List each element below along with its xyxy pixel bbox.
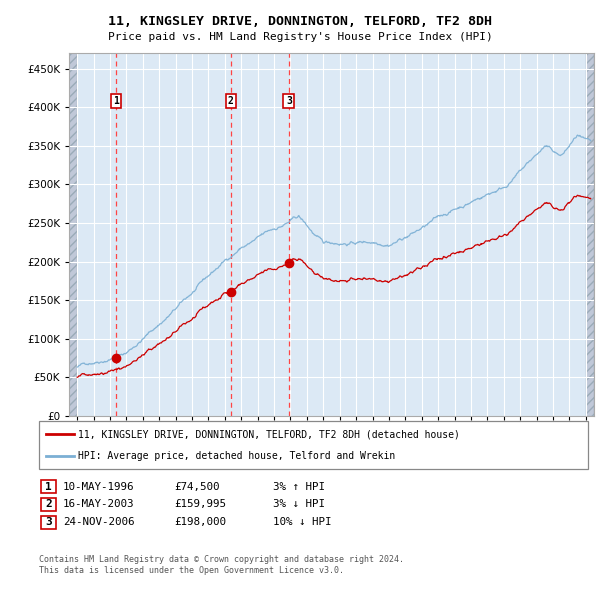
Text: 2: 2	[45, 500, 52, 509]
Text: 1: 1	[45, 482, 52, 491]
Text: £159,995: £159,995	[174, 500, 226, 509]
Bar	[69, 53, 77, 416]
Text: 1: 1	[113, 96, 119, 106]
Text: 24-NOV-2006: 24-NOV-2006	[63, 517, 134, 527]
Text: £198,000: £198,000	[174, 517, 226, 527]
Text: Price paid vs. HM Land Registry's House Price Index (HPI): Price paid vs. HM Land Registry's House …	[107, 32, 493, 42]
Text: This data is licensed under the Open Government Licence v3.0.: This data is licensed under the Open Gov…	[39, 566, 344, 575]
Text: Contains HM Land Registry data © Crown copyright and database right 2024.: Contains HM Land Registry data © Crown c…	[39, 555, 404, 563]
Text: 11, KINGSLEY DRIVE, DONNINGTON, TELFORD, TF2 8DH: 11, KINGSLEY DRIVE, DONNINGTON, TELFORD,…	[108, 15, 492, 28]
Text: £74,500: £74,500	[174, 482, 220, 491]
Text: HPI: Average price, detached house, Telford and Wrekin: HPI: Average price, detached house, Telf…	[78, 451, 395, 461]
Text: 10% ↓ HPI: 10% ↓ HPI	[273, 517, 331, 527]
Text: 16-MAY-2003: 16-MAY-2003	[63, 500, 134, 509]
Text: 3% ↓ HPI: 3% ↓ HPI	[273, 500, 325, 509]
Text: 10-MAY-1996: 10-MAY-1996	[63, 482, 134, 491]
Bar	[586, 53, 594, 416]
Text: 11, KINGSLEY DRIVE, DONNINGTON, TELFORD, TF2 8DH (detached house): 11, KINGSLEY DRIVE, DONNINGTON, TELFORD,…	[78, 429, 460, 439]
Text: 3: 3	[45, 517, 52, 527]
Text: 2: 2	[228, 96, 234, 106]
Text: 3% ↑ HPI: 3% ↑ HPI	[273, 482, 325, 491]
Text: 3: 3	[286, 96, 292, 106]
